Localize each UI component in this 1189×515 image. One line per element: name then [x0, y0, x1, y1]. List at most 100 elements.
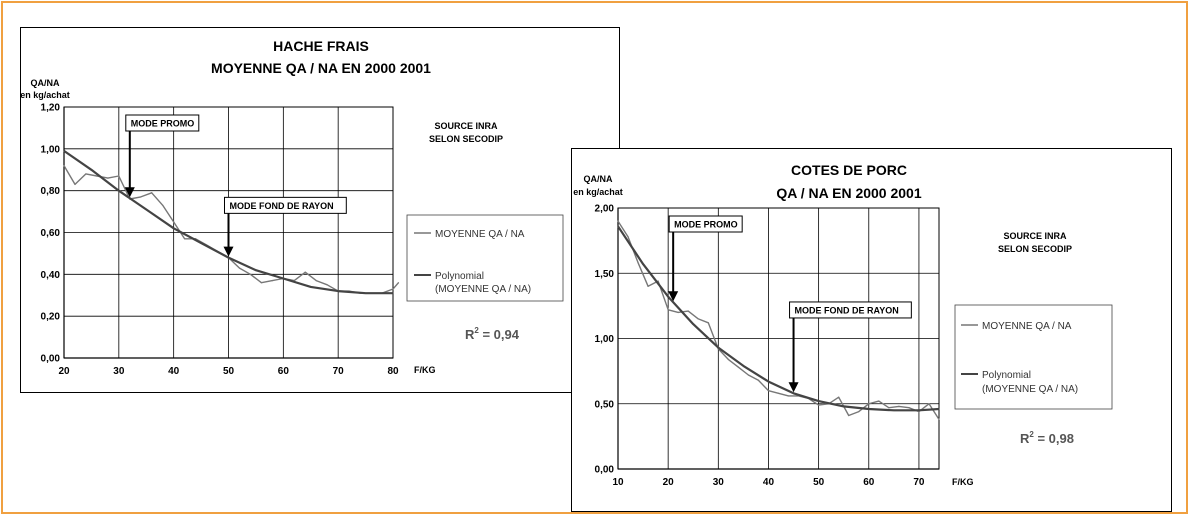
data-point: [315, 280, 317, 282]
data-point: [697, 318, 699, 320]
plot-area: 0,00 0,50 1,00 1,50 2,00 10 20 30 40 50 60 70 MODE P…: [595, 204, 940, 488]
data-point: [227, 257, 230, 259]
data-point: [63, 164, 65, 167]
data-point: [162, 204, 164, 206]
data-point: [898, 405, 900, 407]
y-tick-label: 0,00: [41, 354, 61, 365]
annotation-arrow-head: [124, 187, 135, 198]
data-point: [868, 408, 870, 410]
data-point: [310, 286, 312, 288]
y-tick-label: 0,20: [41, 312, 61, 323]
y-tick-label: 1,50: [595, 269, 615, 280]
annotation-arrow-head: [223, 246, 234, 257]
y-tick-label: 0,40: [41, 270, 61, 281]
data-point: [938, 418, 940, 421]
chart-subtitle: MOYENNE QA / NA EN 2000 2001: [211, 60, 431, 76]
legend-entry-series-2-line1: Polynomial: [982, 370, 1031, 381]
data-point: [692, 323, 694, 325]
data-point: [85, 173, 87, 175]
data-point: [767, 390, 770, 392]
data-point: [737, 366, 739, 368]
plot-area: 0,00 0,20 0,40 0,60 0,80 1,00 1,20 20 30 40 50 60 70…: [41, 103, 400, 377]
data-point: [118, 190, 120, 192]
x-tick-label: 50: [223, 366, 235, 377]
data-point: [392, 292, 394, 294]
data-point: [757, 379, 760, 381]
chart-title: COTES DE PORC: [791, 162, 907, 178]
annotation-box: [224, 196, 347, 214]
data-point: [392, 288, 394, 290]
x-tick-label: 60: [863, 477, 875, 488]
data-point: [838, 396, 840, 398]
annotation-label: MODE PROMO: [674, 220, 738, 230]
r-squared-label: R2 = 0,94: [465, 326, 520, 342]
annotation-label: MODE FOND DE RAYON: [795, 305, 899, 315]
data-point: [337, 290, 339, 292]
data-point: [938, 408, 940, 410]
x-axis-label: F/KG: [952, 477, 974, 487]
annotation-label: MODE PROMO: [131, 119, 195, 129]
data-point: [617, 220, 619, 222]
annotation: MODE FOND DE RAYON: [223, 196, 347, 257]
x-tick-label: 60: [278, 366, 290, 377]
annotation-label: MODE FOND DE RAYON: [230, 201, 334, 211]
annotation-box: [125, 114, 200, 132]
y-tick-label: 1,00: [595, 334, 615, 345]
series-line-moyenne: [617, 220, 940, 420]
r-squared-label: R2 = 0,98: [1020, 430, 1074, 446]
x-tick-label: 40: [168, 366, 180, 377]
legend: MOYENNE QA / NA Polynomial (MOYENNE QA /…: [406, 214, 564, 302]
y-tick-label: 0,60: [41, 228, 61, 239]
data-point: [326, 284, 328, 286]
y-tick-label: 2,00: [595, 204, 615, 215]
x-tick-label: 20: [58, 366, 70, 377]
data-point: [271, 280, 273, 282]
data-point: [888, 407, 890, 409]
data-point: [677, 311, 679, 313]
data-point: [717, 347, 719, 349]
annotation-box: [668, 215, 743, 233]
data-point: [868, 403, 870, 405]
annotation-arrow-head: [668, 291, 679, 302]
x-tick-label: 70: [913, 477, 925, 488]
data-point: [777, 392, 780, 394]
x-tick-label: 30: [713, 477, 725, 488]
x-tick-label: 10: [612, 477, 624, 488]
data-point: [667, 296, 669, 298]
y-axis-label-line1: QA/NA: [584, 174, 614, 184]
data-point: [637, 262, 639, 264]
annotation: MODE PROMO: [124, 114, 200, 198]
data-point: [74, 183, 76, 185]
data-point: [747, 374, 750, 376]
data-point: [858, 410, 860, 413]
data-point: [96, 175, 98, 177]
legend-entry-series-1: MOYENNE QA / NA: [435, 229, 525, 240]
data-point: [767, 380, 770, 383]
data-point: [843, 405, 845, 407]
data-point: [918, 409, 920, 411]
data-point: [151, 192, 153, 194]
source-line1: SOURCE INRA: [434, 121, 498, 131]
data-point: [118, 175, 120, 177]
data-point: [742, 365, 744, 367]
data-point: [818, 400, 820, 402]
chart-subtitle: QA / NA EN 2000 2001: [776, 185, 921, 201]
source-line2: SELON SECODIP: [429, 134, 503, 144]
data-point: [627, 236, 629, 238]
data-point: [687, 310, 689, 312]
data-point: [657, 280, 659, 282]
x-tick-label: 50: [813, 477, 825, 488]
data-point: [647, 285, 649, 287]
data-point: [260, 282, 262, 284]
annotation: MODE FOND DE RAYON: [788, 301, 912, 393]
legend: MOYENNE QA / NA Polynomial (MOYENNE QA /…: [954, 304, 1113, 410]
data-point: [238, 267, 241, 269]
chart-cotes-de-porc: COTES DE PORC QA / NA EN 2000 2001 QA/NA…: [573, 162, 1113, 488]
legend-entry-series-1: MOYENNE QA / NA: [982, 321, 1072, 332]
annotation-box: [789, 301, 912, 319]
data-point: [255, 269, 257, 271]
data-point: [642, 263, 644, 265]
data-point: [848, 414, 850, 417]
x-tick-label: 40: [763, 477, 775, 488]
source-line2: SELON SECODIP: [998, 244, 1072, 254]
